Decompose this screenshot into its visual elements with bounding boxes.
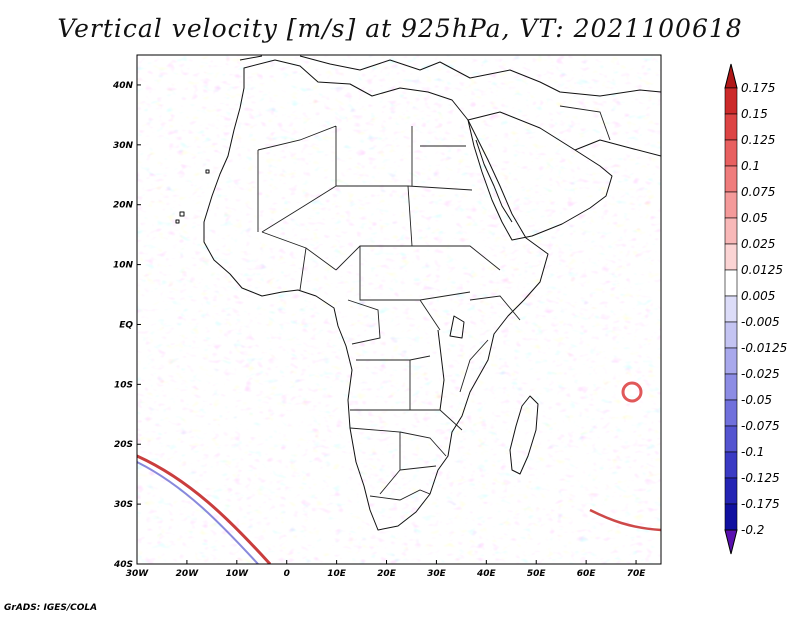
lat-label: 30S <box>114 500 133 510</box>
colorbar-segment <box>724 373 738 401</box>
lat-label: 30N <box>113 141 134 151</box>
lon-label: 0 <box>284 569 290 579</box>
colorbar-label: -0.0125 <box>741 341 787 355</box>
latitude-labels: 40N 30N 20N 10N EQ 10S 20S 30S 40S <box>112 81 141 570</box>
colorbar-label: -0.2 <box>741 523 764 537</box>
colorbar-label: 0.125 <box>741 133 775 147</box>
colorbar-label: -0.175 <box>741 497 780 511</box>
lat-label: 40N <box>112 81 134 91</box>
colorbar-segment <box>724 295 738 323</box>
colorbar-label: -0.025 <box>741 367 780 381</box>
colorbar-label: -0.05 <box>741 393 772 407</box>
colorbar-segment <box>724 87 738 115</box>
lon-label: 10E <box>327 569 347 579</box>
lon-label: 30E <box>427 569 447 579</box>
lat-label: 20S <box>114 440 133 450</box>
colorbar: 0.175 0.15 0.125 0.1 0.075 0.05 0.025 0.0125 0.0… <box>724 63 787 555</box>
lon-label: 20E <box>377 569 397 579</box>
colorbar-label: -0.075 <box>741 419 780 433</box>
velocity-field <box>137 55 661 564</box>
lat-label: 10S <box>114 380 133 390</box>
lat-label: 10N <box>113 261 134 271</box>
colorbar-segment <box>724 477 738 505</box>
colorbar-segment <box>724 269 738 297</box>
colorbar-label: 0.005 <box>741 289 775 303</box>
lat-label: EQ <box>119 320 133 330</box>
lat-label: 40S <box>113 560 133 570</box>
lon-label: 20W <box>176 569 200 579</box>
colorbar-segment <box>724 503 738 531</box>
lon-label: 10W <box>226 569 250 579</box>
colorbar-label: 0.05 <box>741 211 768 225</box>
map-title: Vertical velocity [m/s] at 925hPa, VT: 2… <box>57 14 743 43</box>
colorbar-label: 0.025 <box>741 237 775 251</box>
lon-label: 50E <box>527 569 547 579</box>
colorbar-segment <box>724 347 738 375</box>
colorbar-label: 0.0125 <box>741 263 783 277</box>
colorbar-segment <box>724 321 738 349</box>
colorbar-label: 0.15 <box>741 107 768 121</box>
colorbar-segment <box>724 399 738 427</box>
colorbar-label: 0.075 <box>741 185 775 199</box>
map-frame <box>136 54 662 565</box>
colorbar-segment <box>724 243 738 271</box>
lon-label: 40E <box>476 569 497 579</box>
colorbar-top-arrow <box>724 63 738 89</box>
grads-credit: GrADS: IGES/COLA <box>4 603 98 613</box>
country-borders <box>257 105 611 501</box>
colorbar-segment <box>724 191 738 219</box>
colorbar-label: -0.1 <box>741 445 764 459</box>
colorbar-label: 0.1 <box>741 159 760 173</box>
lon-label: 60E <box>577 569 597 579</box>
colorbar-label: -0.125 <box>741 471 780 485</box>
lon-label: 30W <box>126 569 150 579</box>
colorbar-segment <box>724 217 738 245</box>
lat-label: 20N <box>113 201 134 211</box>
colorbar-segment <box>724 113 738 141</box>
colorbar-segment <box>724 425 738 453</box>
colorbar-segment <box>724 451 738 479</box>
colorbar-bottom-arrow <box>724 529 738 555</box>
colorbar-label: 0.175 <box>741 81 775 95</box>
colorbar-segment <box>724 139 738 167</box>
longitude-labels: 30W 20W 10W 0 10E 20E 30E 40E 50E 60E 70E <box>126 560 646 579</box>
colorbar-label: -0.005 <box>741 315 780 329</box>
lon-label: 70E <box>627 569 647 579</box>
colorbar-segment <box>724 165 738 193</box>
coastlines <box>175 55 661 531</box>
